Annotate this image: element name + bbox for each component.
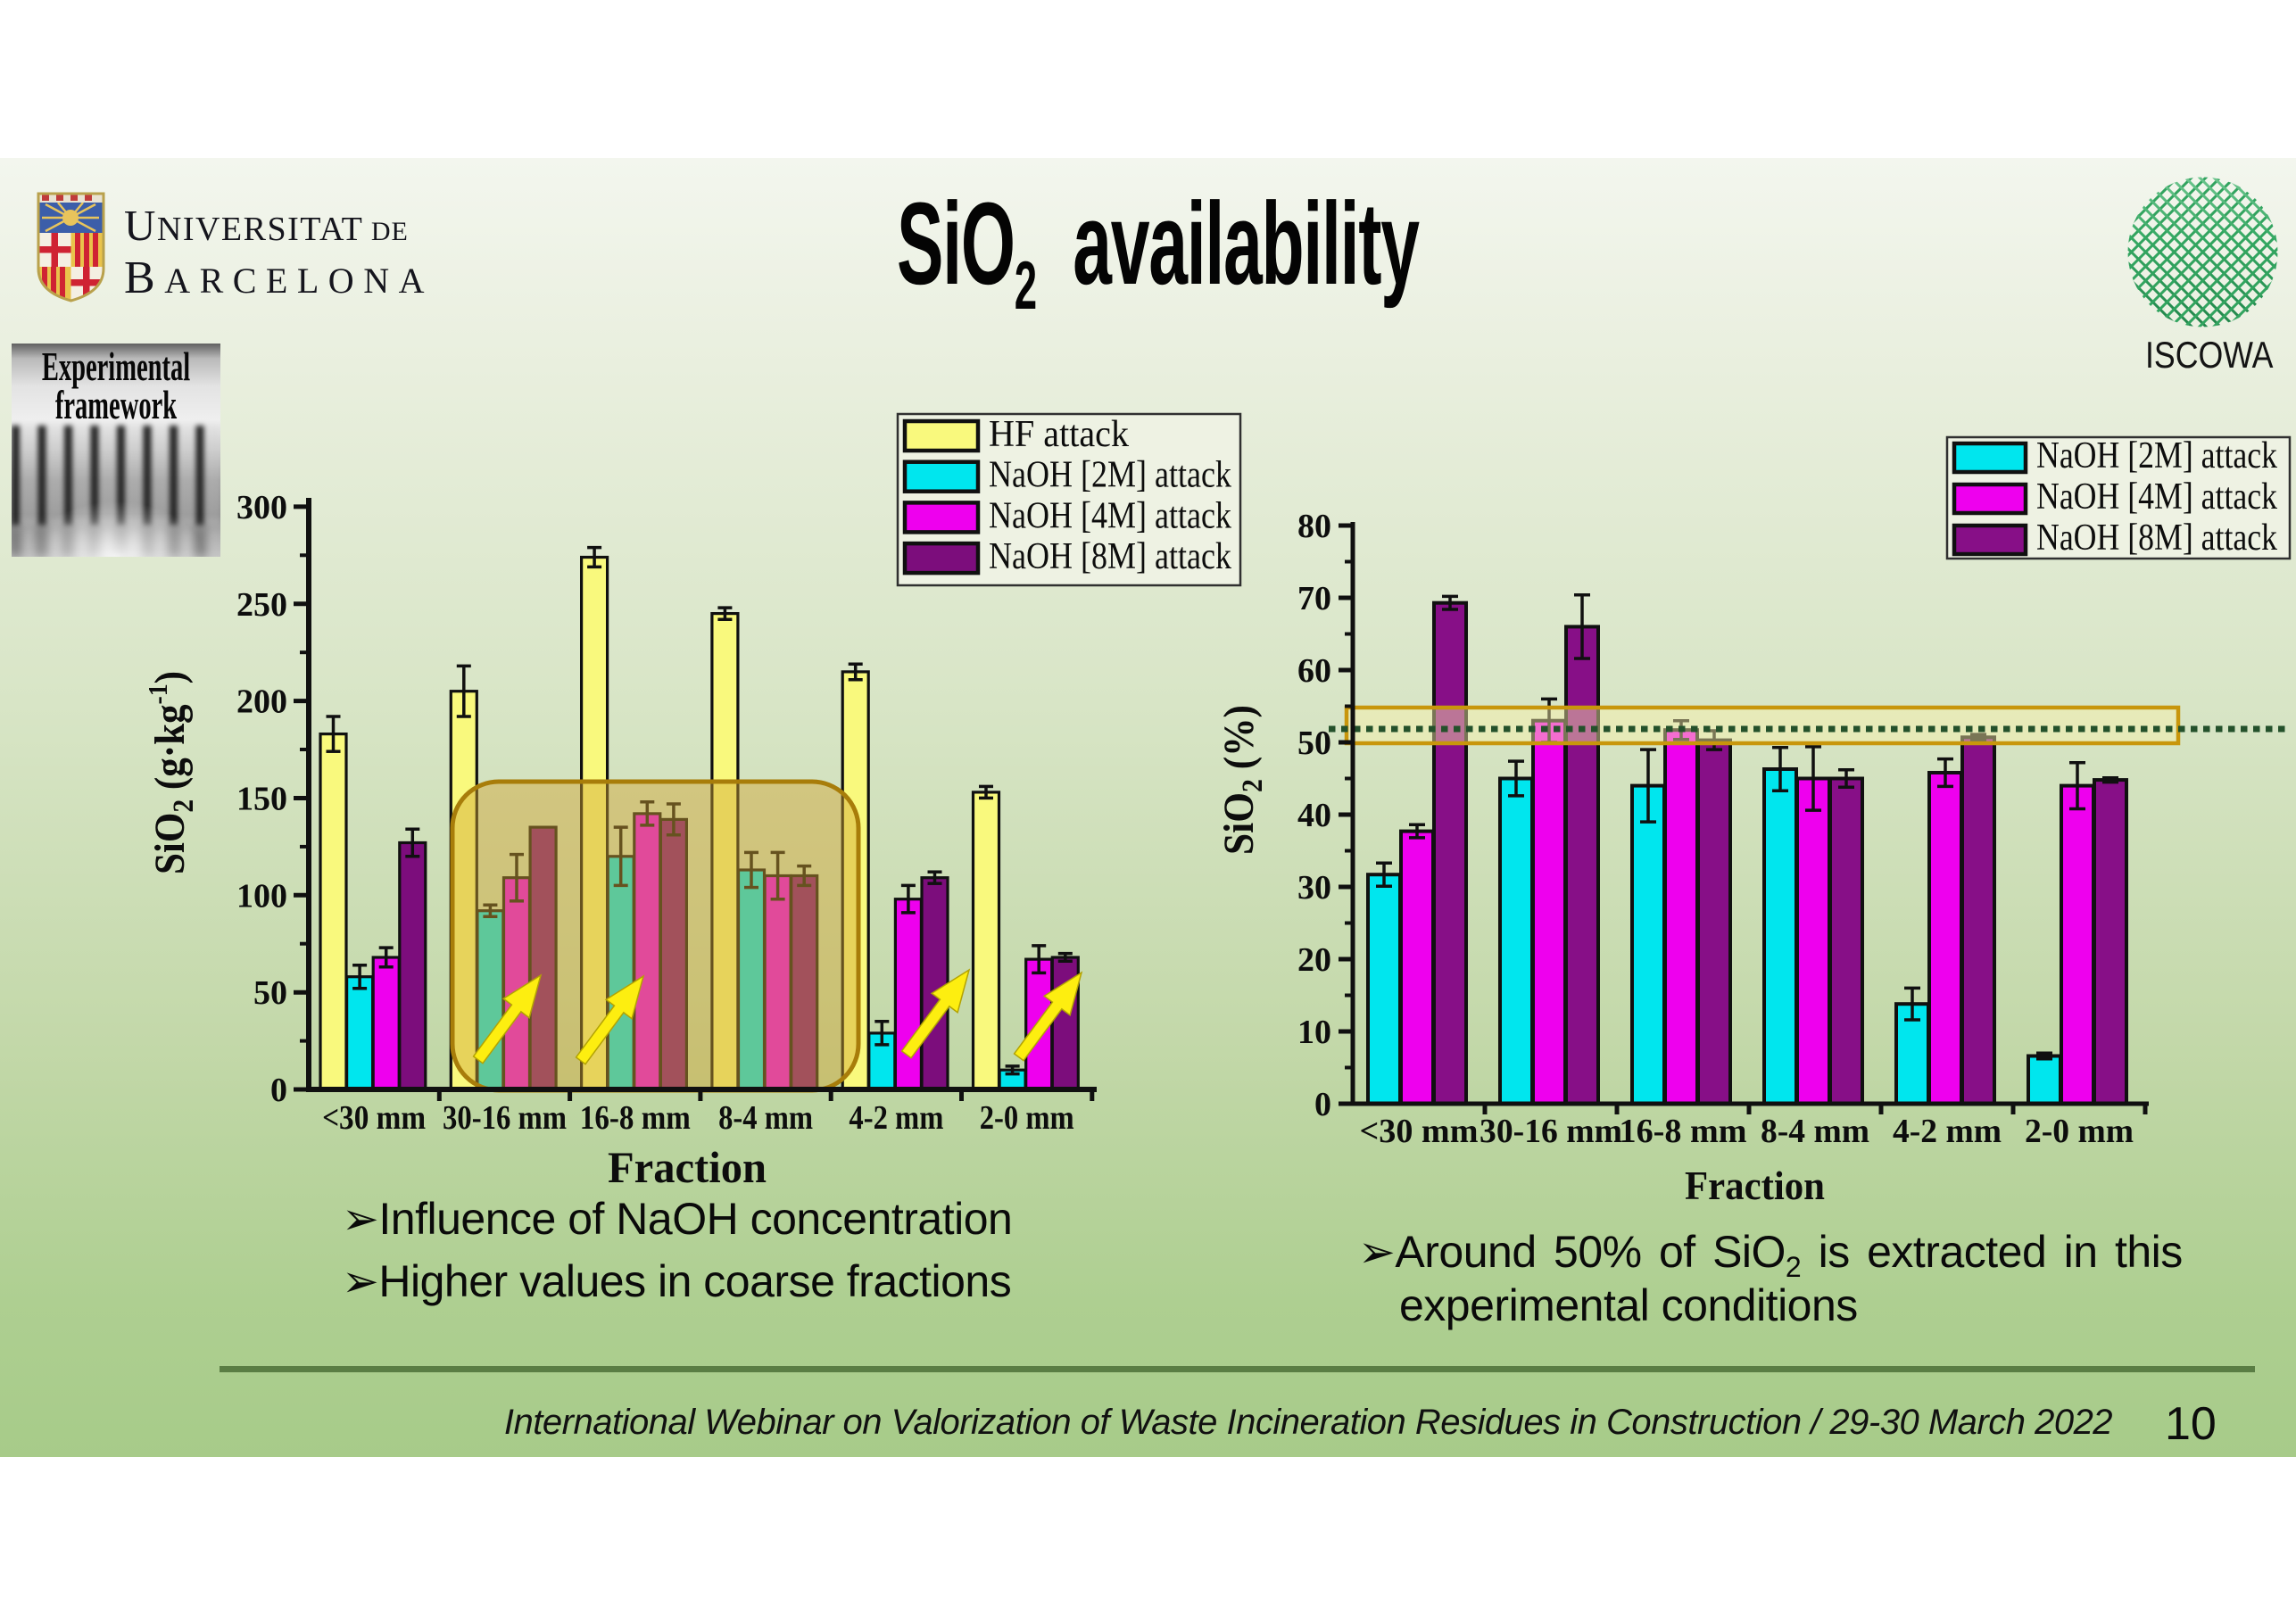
svg-text:SiO2 (%): SiO2 (%) xyxy=(1215,705,1269,855)
svg-text:4-2 mm: 4-2 mm xyxy=(1893,1113,2002,1150)
svg-text:250: 250 xyxy=(236,586,287,624)
svg-text:NaOH [4M] attack: NaOH [4M] attack xyxy=(2036,476,2277,518)
svg-text:Fraction: Fraction xyxy=(1685,1163,1825,1208)
svg-text:30-16 mm: 30-16 mm xyxy=(1480,1113,1622,1150)
svg-text:NaOH [8M] attack: NaOH [8M] attack xyxy=(2036,518,2277,559)
svg-text:50: 50 xyxy=(253,974,287,1012)
svg-text:2-0 mm: 2-0 mm xyxy=(2025,1113,2134,1150)
svg-text:<30 mm: <30 mm xyxy=(322,1099,426,1137)
svg-text:<30 mm: <30 mm xyxy=(1360,1113,1479,1150)
svg-text:NaOH [8M] attack: NaOH [8M] attack xyxy=(989,536,1231,577)
svg-text:200: 200 xyxy=(236,683,287,721)
svg-text:0: 0 xyxy=(270,1072,287,1109)
svg-text:4-2 mm: 4-2 mm xyxy=(849,1099,943,1137)
svg-text:SiO2 (g·kg-1): SiO2 (g·kg-1) xyxy=(142,671,200,874)
svg-text:150: 150 xyxy=(236,781,287,818)
svg-text:2-0 mm: 2-0 mm xyxy=(980,1099,1074,1137)
svg-text:70: 70 xyxy=(1297,580,1331,617)
svg-text:8-4 mm: 8-4 mm xyxy=(1761,1113,1869,1150)
svg-text:NaOH [2M] attack: NaOH [2M] attack xyxy=(2036,435,2277,476)
svg-text:50: 50 xyxy=(1297,725,1331,762)
svg-text:30-16 mm: 30-16 mm xyxy=(443,1099,567,1137)
svg-text:Fraction: Fraction xyxy=(608,1142,767,1192)
svg-text:60: 60 xyxy=(1297,652,1331,690)
svg-text:HF attack: HF attack xyxy=(989,414,1129,455)
svg-text:10: 10 xyxy=(1297,1014,1331,1051)
svg-text:80: 80 xyxy=(1297,508,1331,545)
svg-text:30: 30 xyxy=(1297,869,1331,907)
svg-text:16-8 mm: 16-8 mm xyxy=(1620,1113,1747,1150)
svg-text:NaOH [2M] attack: NaOH [2M] attack xyxy=(989,455,1231,496)
svg-text:0: 0 xyxy=(1314,1086,1331,1123)
svg-text:8-4 mm: 8-4 mm xyxy=(718,1099,813,1137)
svg-text:16-8 mm: 16-8 mm xyxy=(580,1099,691,1137)
svg-text:NaOH [4M] attack: NaOH [4M] attack xyxy=(989,495,1231,536)
svg-text:100: 100 xyxy=(236,877,287,915)
svg-text:300: 300 xyxy=(236,489,287,526)
svg-text:40: 40 xyxy=(1297,797,1331,834)
svg-text:20: 20 xyxy=(1297,941,1331,979)
